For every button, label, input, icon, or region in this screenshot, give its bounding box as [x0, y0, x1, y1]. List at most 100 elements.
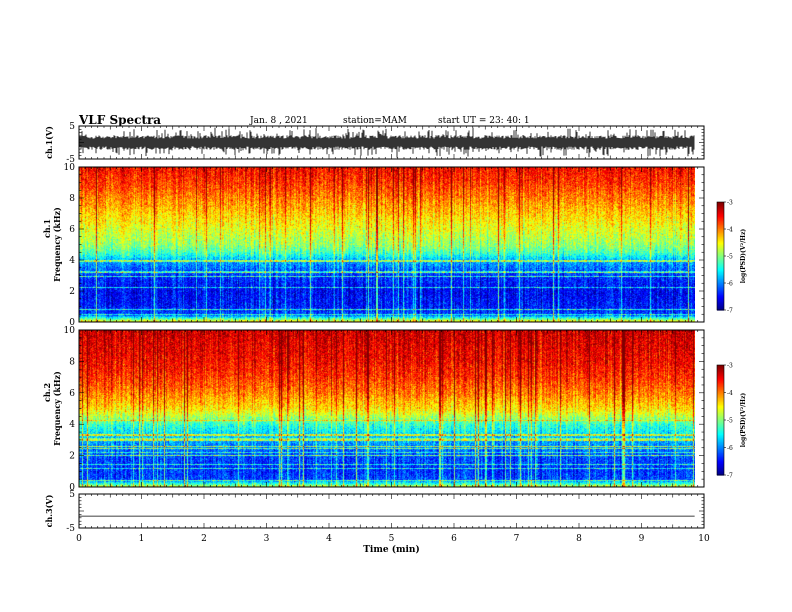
colorbar-segment — [717, 212, 724, 215]
colorbar-segment — [717, 234, 724, 237]
colorbar-segment — [717, 257, 724, 260]
colorbar-segment — [717, 249, 724, 252]
colorbar-segment — [717, 365, 724, 367]
colorbar-segment — [717, 237, 724, 240]
colorbar-segment — [717, 454, 724, 457]
colorbar-segment — [717, 250, 724, 253]
colorbar-segment — [717, 435, 724, 438]
colorbar-segment — [717, 264, 724, 267]
colorbar-segment — [717, 219, 724, 222]
date-label: Jan. 8 , 2021 — [250, 116, 308, 126]
colorbar-segment — [717, 296, 724, 299]
colorbar-segment — [717, 273, 724, 276]
colorbar-segment — [717, 374, 724, 377]
colorbar-segment — [717, 465, 724, 468]
colorbar-segment — [717, 276, 724, 279]
colorbar-label: log(PSD)(V²/Hz) — [740, 229, 747, 284]
ch1-spectrogram — [79, 167, 695, 322]
colorbar-segment — [717, 260, 724, 262]
colorbar-segment — [717, 451, 724, 454]
colorbar-segment — [717, 384, 724, 387]
y-tick-label: 8 — [69, 194, 75, 204]
x-tick-label: 3 — [264, 534, 270, 544]
colorbar-segment — [717, 380, 724, 383]
colorbar-segment — [717, 229, 724, 231]
colorbar-segment — [717, 472, 724, 475]
colorbar-segment — [717, 433, 724, 436]
colorbar-segment — [717, 258, 724, 261]
colorbar-segment — [717, 247, 724, 250]
colorbar-segment — [717, 432, 724, 435]
colorbar-segment — [717, 256, 724, 258]
colorbar-segment — [717, 413, 724, 416]
colorbar-segment — [717, 376, 724, 378]
colorbar-segment — [717, 440, 724, 443]
colorbar-segment — [717, 215, 724, 218]
station-label: station=MAM — [343, 116, 407, 126]
colorbar-segment — [717, 307, 724, 310]
y-tick-label: 10 — [64, 163, 76, 173]
colorbar-segment — [717, 223, 724, 226]
colorbar-segment — [717, 235, 724, 238]
colorbar-segment — [717, 442, 724, 444]
colorbar-tick-label: -4 — [727, 227, 733, 234]
colorbar-segment — [717, 300, 724, 303]
colorbar-segment — [717, 459, 724, 462]
colorbar-segment — [717, 246, 724, 249]
panel-frame-4 — [78, 493, 705, 529]
colorbar-segment — [717, 396, 724, 399]
colorbar-segment — [717, 402, 724, 405]
colorbar-segment — [717, 216, 724, 219]
colorbar-segment — [717, 436, 724, 439]
colorbar-segment — [717, 377, 724, 380]
colorbar-segment — [717, 409, 724, 411]
colorbar-segment — [717, 468, 724, 471]
colorbar-segment — [717, 230, 724, 233]
colorbar-segment — [717, 400, 724, 403]
colorbar-segment — [717, 303, 724, 306]
colorbar-segment — [717, 210, 724, 213]
y-axis-channel-label: ch.2 — [42, 383, 52, 402]
colorbar-segment — [717, 204, 724, 207]
colorbar-segment — [717, 398, 724, 400]
colorbar-segment — [717, 214, 724, 217]
colorbar-segment — [717, 410, 724, 413]
colorbar-segment — [717, 280, 724, 283]
colorbar-tick-label: -4 — [727, 390, 733, 397]
colorbar-segment — [717, 399, 724, 402]
colorbar-segment — [717, 241, 724, 244]
colorbar-segment — [717, 265, 724, 268]
colorbar-segment — [717, 393, 724, 396]
colorbar-segment — [717, 457, 724, 460]
colorbar-segment — [717, 207, 724, 210]
colorbar-segment — [717, 404, 724, 407]
colorbar-segment — [717, 278, 724, 281]
y-tick-label: 4 — [69, 420, 75, 430]
colorbar-segment — [717, 439, 724, 442]
colorbar-segment — [717, 301, 724, 304]
colorbar-segment — [717, 370, 724, 373]
colorbar-segment — [717, 295, 724, 298]
colorbar-segment — [717, 288, 724, 291]
colorbar-segment — [717, 378, 724, 381]
y-tick-label: 5 — [69, 490, 75, 500]
colorbar-segment — [717, 422, 724, 425]
colorbar-segment — [717, 437, 724, 440]
colorbar-segment — [717, 308, 724, 311]
colorbar-segment — [717, 266, 724, 269]
colorbar-segment — [717, 426, 724, 429]
colorbar-segment — [717, 428, 724, 431]
colorbar-segment — [717, 443, 724, 446]
colorbar-segment — [717, 425, 724, 428]
y-axis-label: ch.1(V) — [44, 126, 54, 159]
colorbar-segment — [717, 299, 724, 302]
y-tick-label: 8 — [69, 357, 75, 367]
start-time-label: start UT = 23: 40: 1 — [438, 116, 530, 126]
colorbar-segment — [717, 242, 724, 245]
colorbar-segment — [717, 470, 724, 473]
colorbar-segment — [717, 417, 724, 420]
colorbar-segment — [717, 391, 724, 394]
y-axis-channel-label: ch.1 — [42, 219, 52, 238]
colorbar-tick-label: -5 — [727, 254, 733, 261]
